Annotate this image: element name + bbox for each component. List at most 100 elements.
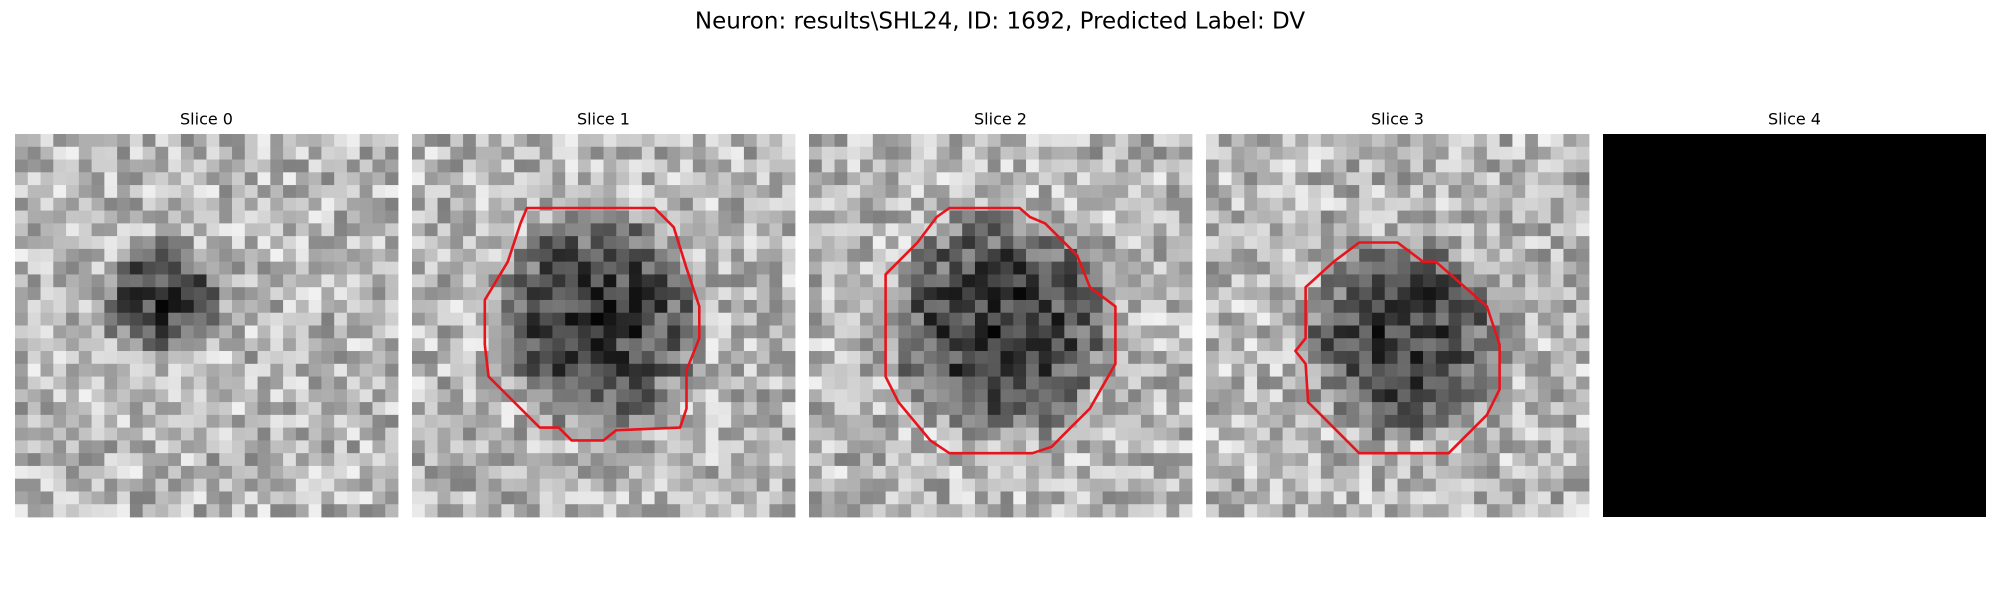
pixel (616, 389, 630, 403)
pixel (1206, 274, 1220, 288)
pixel (53, 299, 67, 314)
pixel (1153, 197, 1167, 211)
pixel (1384, 134, 1398, 148)
pixel (193, 440, 207, 454)
pixel (488, 312, 502, 326)
pixel (117, 312, 131, 326)
pixel (654, 236, 668, 250)
pixel (769, 172, 783, 186)
pixel (616, 363, 630, 377)
pixel (1423, 223, 1437, 237)
pixel (53, 402, 67, 416)
pixel (1102, 402, 1116, 416)
pixel (1308, 376, 1322, 390)
pixel (232, 299, 246, 314)
pixel (168, 134, 182, 148)
pixel (629, 414, 643, 429)
pixel (219, 363, 233, 377)
pixel (346, 223, 361, 237)
pixel (718, 453, 732, 467)
pixel (1550, 236, 1564, 250)
pixel (1038, 453, 1052, 467)
pixel (104, 146, 118, 160)
pixel (463, 389, 477, 403)
pixel (321, 287, 335, 301)
pixel (1000, 453, 1014, 467)
pixel (1448, 134, 1462, 148)
pixel (1013, 185, 1027, 199)
pixel (232, 491, 246, 505)
pixel (1269, 465, 1283, 480)
pixel (1384, 312, 1398, 326)
pixel (641, 223, 655, 237)
pixel (1320, 338, 1335, 352)
pixel (514, 491, 528, 505)
pixel (731, 389, 745, 403)
pixel (923, 312, 938, 326)
pixel (1077, 453, 1091, 467)
pixel (1346, 465, 1360, 480)
pixel (1448, 453, 1462, 467)
pixel (142, 491, 156, 505)
pixel (1218, 478, 1232, 492)
pixel (667, 299, 681, 314)
pixel (1320, 312, 1335, 326)
pixel (346, 478, 361, 492)
pixel (1244, 312, 1258, 326)
pixel (1282, 363, 1296, 377)
pixel (219, 287, 233, 301)
pixel (1013, 338, 1027, 352)
pixel (1320, 146, 1335, 160)
pixel (91, 299, 105, 314)
pixel (577, 274, 592, 288)
pixel (1461, 236, 1475, 250)
pixel (974, 504, 989, 518)
pixel (501, 351, 515, 365)
pixel (180, 465, 195, 480)
pixel (437, 134, 451, 148)
pixel (1218, 197, 1232, 211)
pixel (1206, 440, 1220, 454)
pixel (1102, 223, 1116, 237)
pixel (308, 414, 322, 429)
pixel (962, 172, 976, 186)
pixel (590, 325, 604, 339)
pixel (257, 287, 271, 301)
pixel (654, 185, 668, 199)
pixel (1308, 299, 1322, 314)
pixel (244, 236, 258, 250)
pixel (155, 185, 169, 199)
pixel (1244, 134, 1258, 148)
pixel (488, 248, 502, 263)
pixel (283, 248, 297, 263)
pixel (206, 197, 220, 211)
pixel (66, 274, 80, 288)
pixel (565, 363, 579, 377)
pixel (15, 287, 29, 301)
pixel (53, 287, 67, 301)
pixel (501, 299, 515, 314)
pixel (616, 440, 630, 454)
pixel (1102, 236, 1116, 250)
pixel (962, 185, 976, 199)
pixel (514, 159, 528, 173)
pixel (847, 478, 861, 492)
pixel (1320, 478, 1335, 492)
pixel (1128, 402, 1142, 416)
pixel (78, 465, 92, 480)
pixel (206, 210, 220, 224)
pixel (1423, 453, 1437, 467)
pixel (1218, 504, 1232, 518)
pixel (1461, 172, 1475, 186)
pixel (1550, 172, 1564, 186)
pixel (1077, 465, 1091, 480)
pixel (193, 325, 207, 339)
pixel (66, 210, 80, 224)
pixel (1576, 414, 1590, 429)
pixel (346, 351, 361, 365)
pixel (1051, 440, 1065, 454)
pixel (1550, 146, 1564, 160)
pixel (1051, 465, 1065, 480)
pixel (437, 363, 451, 377)
pixel (155, 134, 169, 148)
